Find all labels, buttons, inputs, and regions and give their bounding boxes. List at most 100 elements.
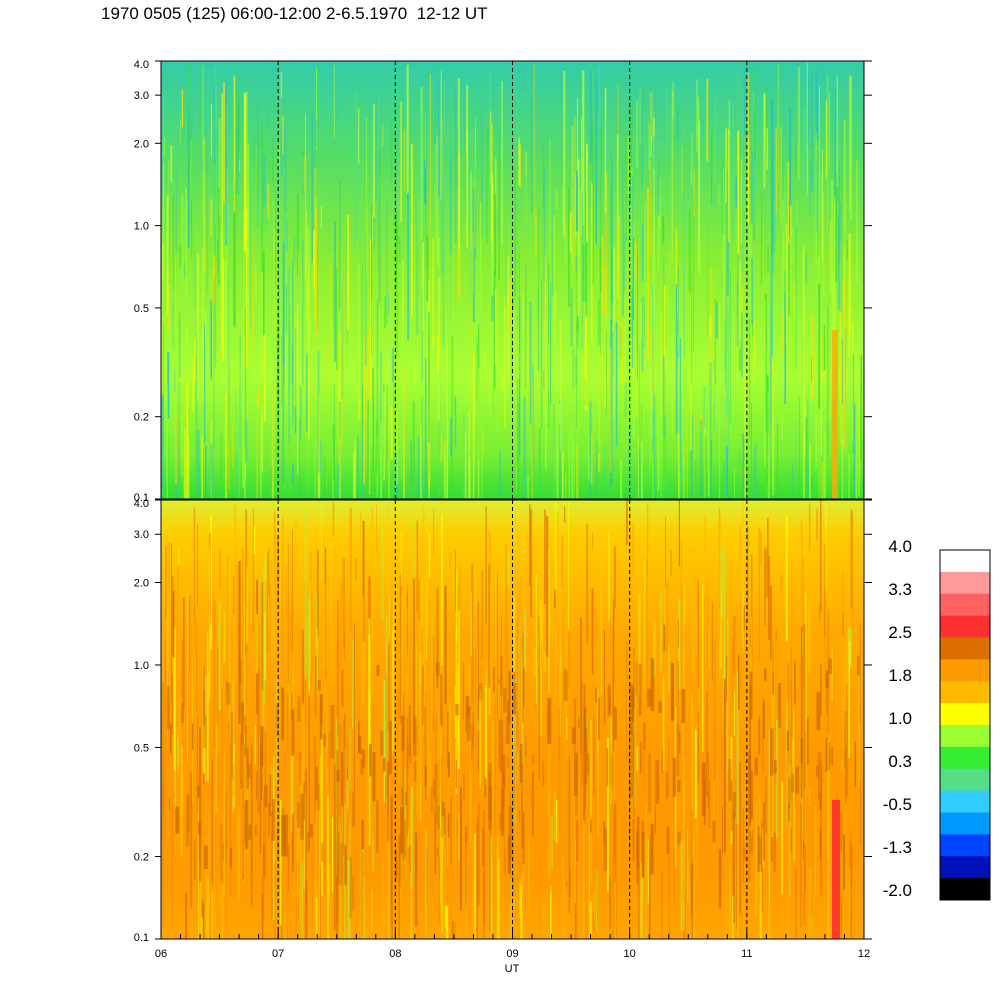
top-texture-streak <box>174 370 176 392</box>
top-texture-streak <box>803 406 806 457</box>
top-texture-streak <box>285 219 287 249</box>
bottom-texture-streak <box>193 508 196 646</box>
bottom-texture-streak <box>288 674 290 692</box>
bottom-texture-streak <box>406 592 408 608</box>
top-texture-streak <box>204 324 206 443</box>
top-texture-streak <box>396 225 399 246</box>
bottom-texture-streak <box>794 665 796 807</box>
top-texture-streak <box>251 272 253 346</box>
bottom-texture-streak <box>333 764 336 931</box>
top-texture-streak <box>168 159 170 210</box>
bottom-texture-streak <box>732 810 735 923</box>
top-texture-streak <box>652 287 654 403</box>
bottom-texture-streak <box>614 682 615 800</box>
bottom-texture-streak <box>550 891 552 939</box>
bottom-texture-band <box>501 754 506 788</box>
bottom-texture-streak <box>483 809 485 926</box>
top-texture-streak <box>325 342 328 389</box>
bottom-texture-band <box>650 823 654 875</box>
top-texture-streak <box>563 71 566 237</box>
bottom-texture-streak <box>337 599 339 735</box>
bottom-texture-streak <box>716 760 719 801</box>
bottom-texture-streak <box>693 834 695 939</box>
bottom-texture-streak <box>663 624 666 652</box>
top-texture-streak <box>721 275 723 441</box>
top-texture-streak <box>630 171 632 204</box>
top-texture-streak <box>307 415 309 499</box>
bottom-texture-band <box>241 702 244 745</box>
bottom-texture-streak <box>364 864 366 900</box>
top-texture-streak <box>751 318 753 337</box>
bottom-texture-streak <box>223 613 226 663</box>
bottom-texture-band <box>794 660 796 703</box>
bottom-texture-streak <box>563 594 565 702</box>
bottom-texture-streak <box>684 585 686 624</box>
top-texture-streak <box>625 133 627 244</box>
top-texture-streak <box>710 318 712 381</box>
bottom-texture-streak <box>803 765 805 926</box>
bottom-texture-streak <box>794 580 796 713</box>
bottom-texture-streak <box>816 508 819 541</box>
top-texture-streak <box>672 81 675 119</box>
bottom-texture-streak <box>606 737 609 892</box>
bottom-texture-streak <box>727 618 729 772</box>
bottom-texture-streak <box>420 683 422 784</box>
bottom-texture-streak <box>317 550 319 637</box>
colorbar-label: 4.0 <box>888 537 912 556</box>
top-texture-streak <box>650 92 653 140</box>
bottom-texture-streak <box>418 579 420 621</box>
top-texture-streak <box>175 414 178 485</box>
bottom-texture-streak <box>462 517 464 689</box>
bottom-texture-band <box>650 658 655 711</box>
bottom-texture-streak <box>740 876 742 939</box>
top-texture-streak <box>721 160 724 235</box>
bottom-texture-streak <box>287 543 289 684</box>
top-texture-streak <box>243 93 246 252</box>
bottom-texture-streak <box>780 596 783 620</box>
bottom-texture-streak <box>442 713 444 820</box>
bottom-texture-streak <box>507 699 510 721</box>
bottom-texture-streak <box>790 648 792 738</box>
bottom-texture-streak <box>202 650 204 771</box>
bottom-texture-band <box>762 700 765 740</box>
top-texture-streak <box>820 367 822 456</box>
top-texture-streak <box>481 383 483 499</box>
bottom-texture-streak <box>697 687 700 713</box>
top-texture-streak <box>270 468 272 499</box>
bottom-texture-streak <box>724 679 726 853</box>
bottom-texture-band <box>788 777 791 808</box>
bottom-texture-streak <box>559 588 561 737</box>
top-texture-streak <box>370 238 372 397</box>
bottom-texture-streak <box>429 767 431 875</box>
bottom-texture-streak <box>649 836 651 939</box>
top-texture-streak <box>700 419 703 499</box>
top-texture-streak <box>620 458 623 499</box>
top-texture-streak <box>649 160 652 257</box>
top-texture-streak <box>406 64 409 194</box>
bottom-texture-band <box>507 756 509 768</box>
bottom-texture-streak <box>776 719 779 839</box>
top-texture-streak <box>641 297 644 372</box>
top-texture-streak <box>586 144 588 242</box>
top-texture-streak <box>669 253 671 275</box>
top-texture-streak <box>559 320 562 451</box>
bottom-texture-streak <box>827 730 828 871</box>
top-texture-streak <box>233 75 236 213</box>
top-texture-streak <box>562 186 564 223</box>
top-texture-streak <box>819 85 821 226</box>
top-texture-streak <box>380 352 382 452</box>
bottom-texture-streak <box>218 871 220 913</box>
top-texture-streak <box>225 193 228 345</box>
bottom-texture-streak <box>613 821 614 939</box>
bottom-texture-streak <box>693 548 695 675</box>
bottom-texture-streak <box>199 727 202 882</box>
colorbar-label: -1.3 <box>883 838 912 857</box>
bottom-texture-streak <box>355 557 357 581</box>
bottom-texture-streak <box>767 517 769 597</box>
top-texture-streak <box>215 85 217 129</box>
bottom-texture-band <box>463 773 465 801</box>
top-texture-streak <box>166 195 169 317</box>
bottom-texture-band <box>820 799 822 811</box>
top-texture-streak <box>463 414 465 499</box>
bottom-texture-streak <box>477 841 479 907</box>
